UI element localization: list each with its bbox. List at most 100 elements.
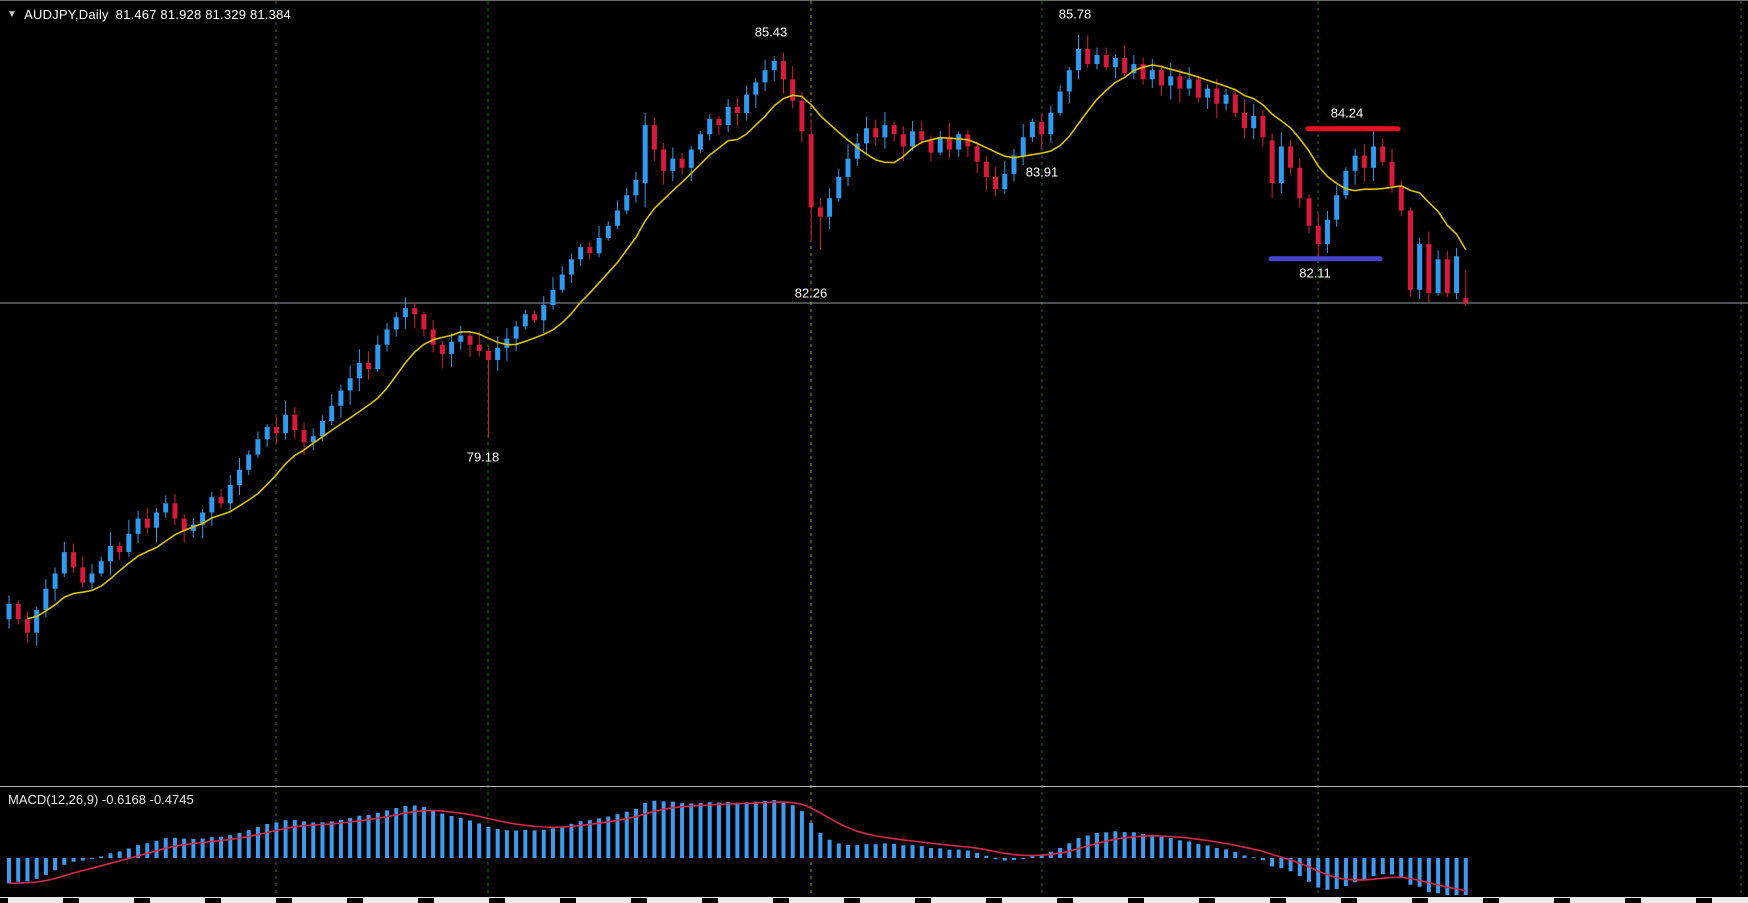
candle-body xyxy=(126,533,132,553)
candle-body xyxy=(780,61,786,80)
macd-histogram-bar xyxy=(1408,858,1413,885)
macd-histogram-bar xyxy=(1288,858,1293,872)
candle-body xyxy=(393,317,399,330)
macd-histogram-bar xyxy=(1113,831,1118,858)
macd-histogram-bar xyxy=(43,858,48,875)
candle-body xyxy=(1214,88,1220,104)
candle-body xyxy=(6,603,12,620)
candle-body xyxy=(61,552,67,574)
panel-splitter[interactable] xyxy=(0,785,1748,788)
macd-histogram-bar xyxy=(255,827,260,858)
macd-histogram-bar xyxy=(7,858,11,884)
candle-body xyxy=(605,225,611,238)
time-axis[interactable] xyxy=(0,898,1748,903)
macd-histogram-bar xyxy=(292,820,297,858)
macd-histogram-bar xyxy=(62,858,67,865)
candle-body xyxy=(1260,115,1266,138)
macd-histogram-bar xyxy=(1011,858,1016,861)
macd-histogram-bar xyxy=(394,808,399,858)
macd-histogram-bar xyxy=(1141,833,1146,858)
candle-body xyxy=(439,344,445,354)
candle-body xyxy=(633,180,639,196)
macd-histogram-bar xyxy=(80,858,85,861)
candle-body xyxy=(882,125,888,138)
candle-body xyxy=(1094,54,1100,65)
macd-histogram-bar xyxy=(763,800,768,858)
candle-body xyxy=(430,329,436,345)
candle-body xyxy=(319,420,325,437)
candle-body xyxy=(661,149,667,171)
macd-histogram-bar xyxy=(1399,858,1404,877)
candle-body xyxy=(1278,146,1284,184)
candle-body xyxy=(771,61,777,71)
candle-body xyxy=(541,305,547,321)
candle-body xyxy=(716,119,722,126)
candle-body xyxy=(974,146,980,162)
moving-average-line xyxy=(27,64,1467,620)
macd-histogram-bar xyxy=(1380,858,1385,875)
macd-histogram-bar xyxy=(1417,858,1422,887)
candle-body xyxy=(1435,259,1441,293)
macd-signal-line xyxy=(8,801,1466,892)
candle-body xyxy=(34,610,40,633)
candle-body xyxy=(1085,48,1091,65)
candle-body xyxy=(495,347,501,360)
candle-body xyxy=(919,131,925,141)
candle-body xyxy=(762,70,768,83)
macd-histogram-bar xyxy=(302,821,307,858)
candle-body xyxy=(1389,161,1395,187)
candle-body xyxy=(1039,122,1045,135)
macd-histogram-bar xyxy=(1371,858,1376,877)
chevron-down-icon[interactable]: ▼ xyxy=(7,8,18,20)
macd-histogram-bar xyxy=(984,855,989,858)
candle-body xyxy=(1380,146,1386,162)
candle-body xyxy=(163,503,169,513)
candle-body xyxy=(338,390,344,406)
macd-histogram-bar xyxy=(16,858,21,882)
candle-body xyxy=(1159,70,1164,86)
macd-histogram-bar xyxy=(532,830,537,858)
candle-body xyxy=(808,134,814,208)
macd-histogram-bar xyxy=(855,845,860,858)
macd-histogram-bar xyxy=(348,817,353,858)
macd-histogram-bar xyxy=(698,803,703,858)
candle-body xyxy=(467,335,473,345)
candle-body xyxy=(181,518,187,531)
macd-histogram-bar xyxy=(910,845,915,858)
macd-histogram-bar xyxy=(707,802,712,858)
macd-histogram-bar xyxy=(25,858,30,882)
macd-histogram-bar xyxy=(661,801,666,858)
candle-body xyxy=(15,603,21,620)
candle-body xyxy=(910,131,916,147)
price-label: 85.43 xyxy=(754,24,788,40)
candle-body xyxy=(71,552,77,568)
macd-histogram-bar xyxy=(191,839,196,858)
candle-body xyxy=(1057,91,1063,113)
candle-body xyxy=(366,363,372,370)
candle-body xyxy=(43,588,49,611)
candle-body xyxy=(1020,137,1026,156)
macd-histogram-bar xyxy=(716,802,721,858)
candle-body xyxy=(1122,58,1128,74)
candle-body xyxy=(356,363,362,379)
candle-body xyxy=(1048,112,1054,135)
macd-histogram-bar xyxy=(1159,836,1164,858)
symbol-title-row[interactable]: ▼ AUDJPY,Daily 81.467 81.928 81.329 81.3… xyxy=(7,7,291,22)
macd-histogram-bar xyxy=(228,835,233,858)
macd-histogram-bar xyxy=(606,816,611,858)
candle-body xyxy=(80,567,86,583)
macd-histogram-bar xyxy=(1270,858,1275,867)
macd-histogram-bar xyxy=(1454,858,1459,895)
candle-body xyxy=(642,125,648,184)
macd-histogram-bar xyxy=(486,826,491,858)
candle-body xyxy=(1002,173,1008,190)
candle-body xyxy=(1195,79,1201,98)
candle-body xyxy=(1103,54,1109,68)
macd-histogram-bar xyxy=(947,849,952,858)
candle-body xyxy=(799,100,805,132)
candle-body xyxy=(1324,219,1330,245)
candle-body xyxy=(1306,198,1312,226)
candle-body xyxy=(993,176,999,190)
